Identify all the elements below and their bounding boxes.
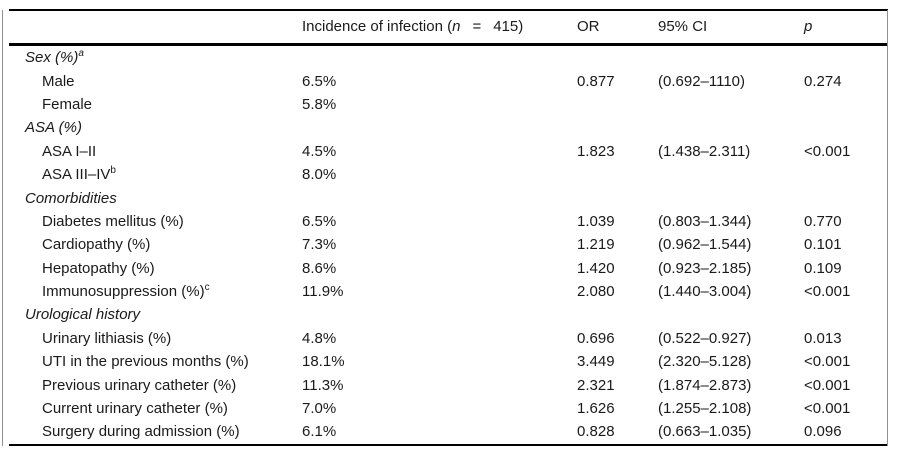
footnote-marker-b: b [110, 165, 116, 177]
table-row-asa-3-4: ASA III–IVb 8.0% [9, 163, 888, 186]
table-body: Sex (%)a Male 6.5% 0.877 (0.692–1110) 0.… [9, 46, 888, 444]
cell-p: 0.013 [804, 329, 842, 347]
cell-incidence: 7.0% [302, 400, 337, 418]
cell-incidence: 8.0% [302, 166, 337, 184]
cell-or: 0.828 [577, 423, 615, 441]
table-row-diabetes: Diabetes mellitus (%) 6.5% 1.039 (0.803–… [9, 210, 888, 233]
cell-p: 0.770 [804, 212, 842, 230]
row-label: Sex (%)a [25, 48, 84, 67]
header-incidence: Incidence of infection (n = 415) [302, 18, 577, 35]
table-row-hepatopathy: Hepatopathy (%) 8.6% 1.420 (0.923–2.185)… [9, 257, 888, 280]
table-row-asa-section: ASA (%) [9, 116, 888, 139]
table-left-frame-line [2, 10, 3, 446]
table-row-asa-1-2: ASA I–II 4.5% 1.823 (1.438–2.311) <0.001 [9, 140, 888, 163]
cell-ci: (1.440–3.004) [658, 283, 752, 301]
cell-p: 0.274 [804, 72, 842, 90]
cell-or: 2.080 [577, 283, 615, 301]
row-label: Surgery during admission (%) [42, 423, 240, 441]
cell-incidence: 11.9% [302, 283, 344, 301]
cell-or: 3.449 [577, 353, 615, 371]
row-label: Male [42, 72, 75, 90]
cell-incidence: 6.1% [302, 423, 337, 441]
table-row-male: Male 6.5% 0.877 (0.692–1110) 0.274 [9, 69, 888, 92]
cell-ci: (1.255–2.108) [658, 400, 752, 418]
cell-incidence: 8.6% [302, 259, 337, 277]
row-label: UTI in the previous months (%) [42, 353, 249, 371]
cell-incidence: 4.5% [302, 142, 337, 160]
row-label: Previous urinary catheter (%) [42, 376, 237, 394]
row-label: Female [42, 95, 93, 113]
table-row-surgery-admission: Surgery during admission (%) 6.1% 0.828 … [9, 420, 888, 443]
row-label: ASA I–II [42, 142, 97, 160]
equals-sign: = [472, 18, 482, 35]
cell-incidence: 11.3% [302, 376, 344, 394]
cell-ci: (1.438–2.311) [658, 142, 751, 160]
cell-incidence: 4.8% [302, 329, 337, 347]
cell-incidence: 7.3% [302, 236, 337, 254]
cell-ci: (2.320–5.128) [658, 353, 752, 371]
header-or: OR [577, 18, 600, 35]
table-row-urological-section: Urological history [9, 303, 888, 326]
cell-or: 1.626 [577, 400, 615, 418]
row-label: Diabetes mellitus (%) [42, 212, 184, 230]
cell-ci: (0.522–0.927) [658, 329, 752, 347]
table-row-sex-section: Sex (%)a [9, 46, 888, 69]
row-label: ASA III–IVb [42, 165, 116, 184]
cell-incidence: 6.5% [302, 72, 337, 90]
row-label: Immunosuppression (%)c [42, 282, 210, 301]
table-right-frame-line [887, 10, 888, 446]
cell-or: 0.877 [577, 72, 615, 90]
table-bottom-rule [9, 444, 888, 446]
cell-or: 2.321 [577, 376, 615, 394]
header-incidence-prefix: Incidence of infection ( [302, 18, 453, 35]
cell-or: 1.219 [577, 236, 615, 254]
header-incidence-value: 415) [493, 18, 524, 35]
cell-ci: (0.923–2.185) [658, 259, 752, 277]
cell-ci: (0.663–1.035) [658, 423, 752, 441]
table-row-cardiopathy: Cardiopathy (%) 7.3% 1.219 (0.962–1.544)… [9, 233, 888, 256]
table-top-rule [9, 9, 888, 11]
cell-incidence: 6.5% [302, 212, 337, 230]
n-symbol: n [452, 18, 461, 35]
row-label: Cardiopathy (%) [42, 236, 151, 254]
row-label: Comorbidities [25, 189, 117, 207]
header-ci: 95% CI [658, 18, 708, 35]
cell-ci: (1.874–2.873) [658, 376, 752, 394]
cell-or: 0.696 [577, 329, 615, 347]
cell-or: 1.039 [577, 212, 615, 230]
table-row-comorbidities-section: Comorbidities [9, 186, 888, 209]
row-label: Current urinary catheter (%) [42, 400, 228, 418]
footnote-marker-a: a [78, 48, 84, 60]
cell-ci: (0.962–1.544) [658, 236, 752, 254]
cell-p: <0.001 [804, 283, 851, 301]
cell-or: 1.823 [577, 142, 615, 160]
footnote-marker-c: c [204, 282, 210, 294]
cell-p: <0.001 [804, 376, 851, 394]
row-label: Urological history [25, 306, 141, 324]
table-header-rule [9, 43, 888, 46]
header-p: p [804, 18, 813, 35]
cell-incidence: 5.8% [302, 95, 337, 113]
row-label: ASA (%) [25, 119, 82, 137]
table-row-current-catheter: Current urinary catheter (%) 7.0% 1.626 … [9, 397, 888, 420]
cell-p: <0.001 [804, 400, 851, 418]
cell-p: <0.001 [804, 353, 851, 371]
cell-ci: (0.692–1110) [658, 72, 746, 90]
row-label: Urinary lithiasis (%) [42, 329, 172, 347]
cell-or: 1.420 [577, 259, 615, 277]
table-row-female: Female 5.8% [9, 93, 888, 116]
cell-p: 0.096 [804, 423, 842, 441]
table-row-previous-catheter: Previous urinary catheter (%) 11.3% 2.32… [9, 373, 888, 396]
cell-p: 0.109 [804, 259, 842, 277]
table-row-urinary-lithiasis: Urinary lithiasis (%) 4.8% 0.696 (0.522–… [9, 327, 888, 350]
row-label: Hepatopathy (%) [42, 259, 155, 277]
cell-p: <0.001 [804, 142, 851, 160]
table-header-row: Incidence of infection (n = 415) OR 95% CI… [9, 11, 888, 42]
cell-p: 0.101 [804, 236, 842, 254]
cell-incidence: 18.1% [302, 353, 345, 371]
cell-ci: (0.803–1.344) [658, 212, 752, 230]
table-row-uti-previous-months: UTI in the previous months (%) 18.1% 3.4… [9, 350, 888, 373]
table-row-immunosuppression: Immunosuppression (%)c 11.9% 2.080 (1.44… [9, 280, 888, 303]
